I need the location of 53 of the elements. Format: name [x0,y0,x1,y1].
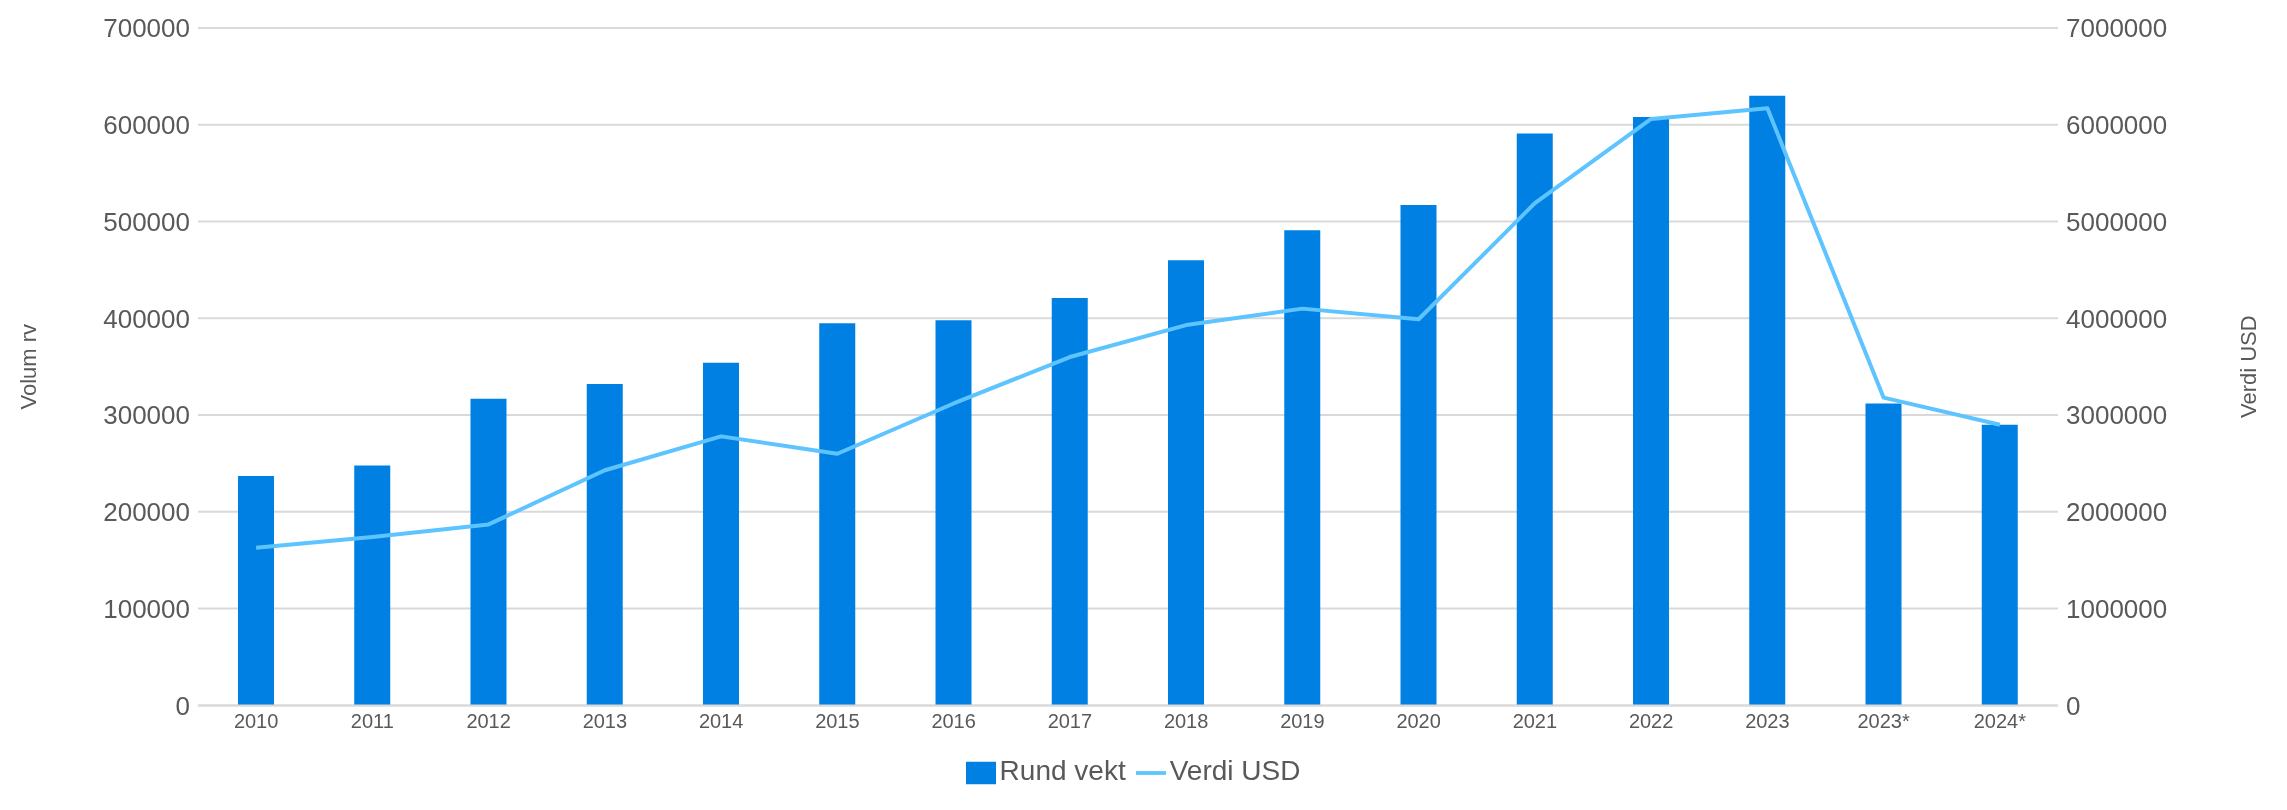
bar [1051,297,1088,706]
x-tick-label: 2018 [1163,709,1209,732]
x-tick-label: 2014 [698,709,744,732]
y-axis-title: Volum rv [15,323,41,410]
y-tick-label: 300000 [103,400,190,431]
x-tick-label: 2012 [466,709,511,732]
y2-axis-title: Verdi USD [2235,315,2261,419]
x-tick-label: 2020 [1396,709,1441,732]
x-tick-label: 2023* [1857,709,1910,732]
legend-label: Rund vekt [999,755,1126,787]
bar [354,465,391,706]
x-tick-label: 2011 [350,709,394,732]
x-tick-label: 2023 [1745,709,1790,732]
y2-tick-label: 2000000 [2066,497,2168,528]
y-tick-label: 500000 [103,206,190,237]
y2-tick-label: 6000000 [2066,110,2168,140]
x-tick-label: 2010 [233,709,279,732]
bar [1749,95,1786,706]
y2-tick-label: 1000000 [2066,593,2168,624]
y2-tick-label: 7000000 [2066,13,2168,44]
bar [1284,230,1321,706]
x-tick-label: 2021 [1512,709,1558,732]
y2-tick-label: 5000000 [2066,206,2168,237]
bar [470,398,507,706]
x-tick-label: 2022 [1628,709,1674,732]
y-tick-label: 400000 [103,303,190,334]
bar [819,323,856,706]
y-tick-label: 700000 [103,13,190,44]
bar [1168,260,1204,706]
bar [1400,205,1437,706]
bar [1516,133,1553,706]
legend-label: Verdi USD [1169,755,1301,787]
x-tick-label: 2016 [931,709,976,732]
y-tick-label: 600000 [103,110,190,140]
y2-tick-label: 0 [2066,690,2081,721]
bar [935,320,972,706]
x-tick-label: 2013 [582,709,628,732]
line-series [254,106,2002,550]
x-tick-label: 2019 [1280,709,1325,732]
y2-tick-label: 3000000 [2066,400,2168,431]
y-tick-label: 100000 [103,593,190,624]
x-tick-label: 2017 [1047,709,1093,732]
bar [1865,403,1902,706]
x-tick-label: 2015 [815,709,860,732]
bar [1981,424,2018,706]
y-tick-label: 0 [175,690,190,721]
x-tick-label: 2024* [1973,709,2027,732]
bar [1633,117,1669,706]
bar [586,384,623,706]
y2-tick-label: 4000000 [2066,303,2168,334]
bar [238,476,274,706]
y-tick-label: 200000 [103,497,190,528]
bar [703,362,739,706]
